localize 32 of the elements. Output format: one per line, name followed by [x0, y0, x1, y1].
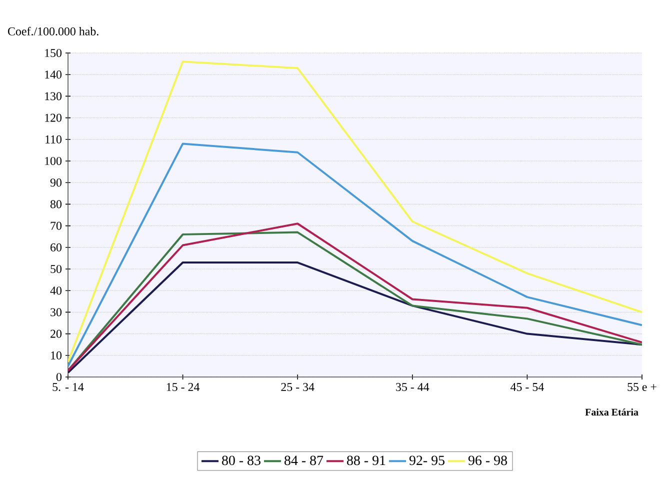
y-tick-label: 20: [50, 330, 62, 338]
y-tick-label: 10: [51, 351, 62, 360]
y-tick-label: 50: [50, 264, 62, 274]
legend-label: 84 - 87: [284, 456, 324, 466]
legend-label: 92- 95: [409, 456, 444, 466]
y-tick-label: 60: [50, 243, 62, 252]
y-tick-label: 80: [50, 200, 62, 208]
y-tick-label: 150: [45, 48, 62, 58]
y-tick-label: 120: [45, 114, 62, 122]
legend-label: 88 - 91: [347, 456, 386, 466]
y-tick-label: 100: [45, 156, 62, 166]
line-series: [68, 142, 642, 368]
y-tick-label: 30: [50, 308, 62, 316]
x-tick-label: 5. - 14: [52, 383, 84, 392]
y-tick-label: 140: [45, 70, 62, 79]
y-tick-label: 0: [56, 372, 62, 382]
y-axis-title: Coef./100.000 hab.: [8, 26, 98, 36]
y-tick-label: 90: [50, 178, 62, 187]
x-tick-label: 15 - 24: [166, 383, 200, 392]
x-axis-title: Faixa Etária: [585, 408, 638, 416]
y-tick-label: 130: [45, 92, 62, 100]
x-tick-label: 45 - 54: [510, 383, 544, 391]
x-tick-label: 35 - 44: [396, 383, 430, 392]
line-series: [68, 60, 642, 363]
y-tick-label: 40: [50, 286, 62, 295]
x-tick-label: 55 e +: [628, 383, 656, 391]
line-series: [68, 262, 642, 374]
y-tick-label: 70: [50, 222, 62, 230]
legend-label: 80 - 83: [222, 456, 260, 466]
y-tick-label: 110: [46, 135, 62, 144]
x-tick-label: 25 - 34: [281, 383, 314, 392]
legend-label: 96 - 98: [468, 456, 507, 466]
